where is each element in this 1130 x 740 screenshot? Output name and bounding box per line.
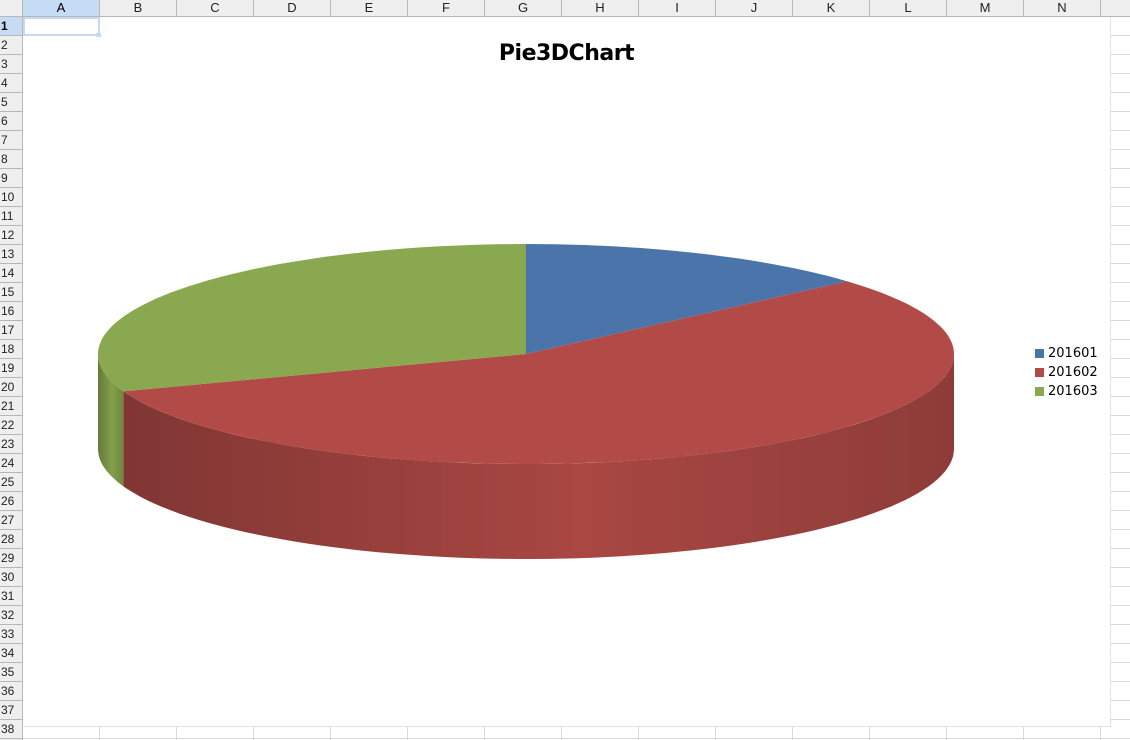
row-header-16[interactable]: 16 xyxy=(0,302,22,321)
row-header-27[interactable]: 27 xyxy=(0,511,22,530)
row-header-8[interactable]: 8 xyxy=(0,150,22,169)
row-header-19[interactable]: 19 xyxy=(0,359,22,378)
row-header-38[interactable]: 38 xyxy=(0,720,22,739)
row-header-5[interactable]: 5 xyxy=(0,93,22,112)
pie-slice-201602[interactable] xyxy=(123,281,955,464)
row-header-31[interactable]: 31 xyxy=(0,587,22,606)
row-header-28[interactable]: 28 xyxy=(0,530,22,549)
column-header-d[interactable]: D xyxy=(254,0,331,16)
fill-handle[interactable] xyxy=(96,33,101,37)
row-header-4[interactable]: 4 xyxy=(0,74,22,93)
column-header-c[interactable]: C xyxy=(177,0,254,16)
row-header-32[interactable]: 32 xyxy=(0,606,22,625)
row-header-2[interactable]: 2 xyxy=(0,36,22,55)
row-header-13[interactable]: 13 xyxy=(0,245,22,264)
row-gridline xyxy=(23,738,1130,739)
row-header-30[interactable]: 30 xyxy=(0,568,22,587)
row-header-36[interactable]: 36 xyxy=(0,682,22,701)
column-header-m[interactable]: M xyxy=(947,0,1024,16)
row-header-3[interactable]: 3 xyxy=(0,55,22,74)
pie-side-201603 xyxy=(98,354,124,487)
row-header-18[interactable]: 18 xyxy=(0,340,22,359)
row-header-1[interactable]: 1 xyxy=(0,17,22,36)
legend-swatch xyxy=(1035,349,1044,358)
row-header-22[interactable]: 22 xyxy=(0,416,22,435)
row-header-17[interactable]: 17 xyxy=(0,321,22,340)
row-header-15[interactable]: 15 xyxy=(0,283,22,302)
row-header-23[interactable]: 23 xyxy=(0,435,22,454)
row-header-10[interactable]: 10 xyxy=(0,188,22,207)
legend-item-201602: 201602 xyxy=(1035,363,1098,382)
pie-slice-201601[interactable] xyxy=(526,244,847,354)
chart-legend: 201601 201602 201603 xyxy=(1035,344,1098,401)
row-header-29[interactable]: 29 xyxy=(0,549,22,568)
row-header-14[interactable]: 14 xyxy=(0,264,22,283)
column-header-f[interactable]: F xyxy=(408,0,485,16)
pie-side-201602 xyxy=(123,354,955,559)
legend-item-201603: 201603 xyxy=(1035,382,1098,401)
legend-swatch xyxy=(1035,387,1044,396)
column-header-j[interactable]: J xyxy=(716,0,793,16)
legend-label: 201603 xyxy=(1048,384,1098,399)
pie-chart-svg xyxy=(98,244,955,559)
column-header-l[interactable]: L xyxy=(870,0,947,16)
row-header-7[interactable]: 7 xyxy=(0,131,22,150)
row-header: 1 2 3 4 5 6 7 8 9 10 11 12 13 14 15 16 17 18 19 20 21 22 23 24 2… xyxy=(0,17,23,740)
row-header-20[interactable]: 20 xyxy=(0,378,22,397)
row-header-34[interactable]: 34 xyxy=(0,644,22,663)
column-header-k[interactable]: K xyxy=(793,0,870,16)
column-header-n[interactable]: N xyxy=(1024,0,1101,16)
column-header-i[interactable]: I xyxy=(639,0,716,16)
select-all-corner[interactable] xyxy=(0,0,23,16)
row-header-33[interactable]: 33 xyxy=(0,625,22,644)
row-header-11[interactable]: 11 xyxy=(0,207,22,226)
row-header-26[interactable]: 26 xyxy=(0,492,22,511)
legend-item-201601: 201601 xyxy=(1035,344,1098,363)
row-header-24[interactable]: 24 xyxy=(0,454,22,473)
row-header-21[interactable]: 21 xyxy=(0,397,22,416)
column-header-e[interactable]: E xyxy=(331,0,408,16)
column-header-b[interactable]: B xyxy=(100,0,177,16)
row-header-37[interactable]: 37 xyxy=(0,701,22,720)
row-header-35[interactable]: 35 xyxy=(0,663,22,682)
legend-label: 201602 xyxy=(1048,365,1098,380)
chart-object[interactable]: Pie3DChart 201601 201602 201603 xyxy=(23,17,1111,727)
chart-title: Pie3DChart xyxy=(498,41,635,66)
row-header-12[interactable]: 12 xyxy=(0,226,22,245)
column-header-g[interactable]: G xyxy=(485,0,562,16)
legend-label: 201601 xyxy=(1048,346,1098,361)
selected-cell-a1[interactable] xyxy=(23,17,100,36)
row-header-25[interactable]: 25 xyxy=(0,473,22,492)
legend-swatch xyxy=(1035,368,1044,377)
pie-slice-201603[interactable] xyxy=(98,244,526,392)
column-header-a[interactable]: A xyxy=(23,0,100,16)
row-header-9[interactable]: 9 xyxy=(0,169,22,188)
row-header-6[interactable]: 6 xyxy=(0,112,22,131)
column-header-h[interactable]: H xyxy=(562,0,639,16)
